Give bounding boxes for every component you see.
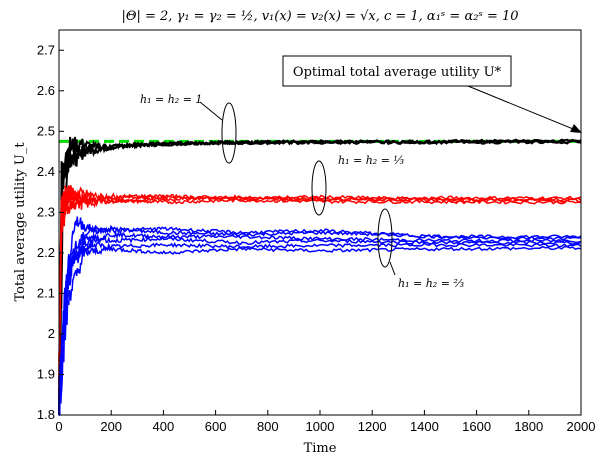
- x-tick-label: 200: [100, 419, 122, 434]
- y-tick-label: 2.4: [37, 164, 55, 179]
- label-h23: h₁ = h₂ = ⅔: [398, 277, 464, 290]
- x-tick-label: 2000: [567, 419, 596, 434]
- x-tick-label: 0: [55, 419, 62, 434]
- pointer-h1: [199, 101, 223, 121]
- x-axis-label: Time: [304, 441, 337, 456]
- y-axis-label: Total average utility U_t: [13, 142, 28, 302]
- x-tick-label: 400: [153, 419, 175, 434]
- label-h13: h₁ = h₂ = ⅓: [338, 154, 404, 167]
- x-tick-label: 1200: [358, 419, 387, 434]
- ellipse-h13: [311, 160, 327, 216]
- pointer-h23: [389, 261, 396, 276]
- series-layer: [58, 136, 582, 416]
- y-tick-label: 2.1: [37, 285, 55, 300]
- optimal-utility-box: [282, 55, 512, 87]
- series-line-12: [58, 241, 582, 416]
- annotation-group: Optimal total average utility U* h₁ = h₂…: [140, 55, 582, 290]
- x-tick-label: 800: [257, 419, 279, 434]
- x-tick-label: 1000: [306, 419, 335, 434]
- x-tick-label: 1800: [514, 419, 543, 434]
- ellipse-h23: [377, 208, 393, 268]
- series-line-7: [58, 185, 582, 362]
- ellipse-h1: [221, 102, 237, 164]
- y-tick-label: 1.8: [37, 407, 55, 422]
- plot-area: [59, 30, 581, 415]
- series-line-3: [58, 136, 582, 416]
- series-line-11: [58, 216, 582, 416]
- y-tick-label: 2.3: [37, 204, 55, 219]
- optimal-arrow-head: [570, 124, 582, 133]
- optimal-arrow-line: [467, 85, 579, 132]
- optimal-utility-label: Optimal total average utility U*: [293, 65, 502, 80]
- ticks-layer: 0 200 400 600 800 1000 1200 1400 1600 1800 2000 1.8…: [37, 42, 596, 434]
- y-tick-label: 2.2: [37, 245, 55, 260]
- y-tick-label: 2.6: [37, 83, 55, 98]
- x-tick-label: 600: [205, 419, 227, 434]
- x-tick-label: 1400: [410, 419, 439, 434]
- y-tick-label: 1.9: [37, 366, 55, 381]
- label-h1: h₁ = h₂ = 1: [140, 93, 202, 106]
- chart-title: |Θ| = 2, γ₁ = γ₂ = ½, v₁(x) = v₂(x) = √x…: [121, 9, 518, 24]
- y-tick-label: 2: [48, 326, 55, 341]
- y-tick-label: 2.7: [37, 42, 55, 57]
- y-tick-label: 2.5: [37, 123, 55, 138]
- series-line-9: [58, 245, 582, 416]
- x-tick-label: 1600: [462, 419, 491, 434]
- series-line-13: [58, 230, 582, 416]
